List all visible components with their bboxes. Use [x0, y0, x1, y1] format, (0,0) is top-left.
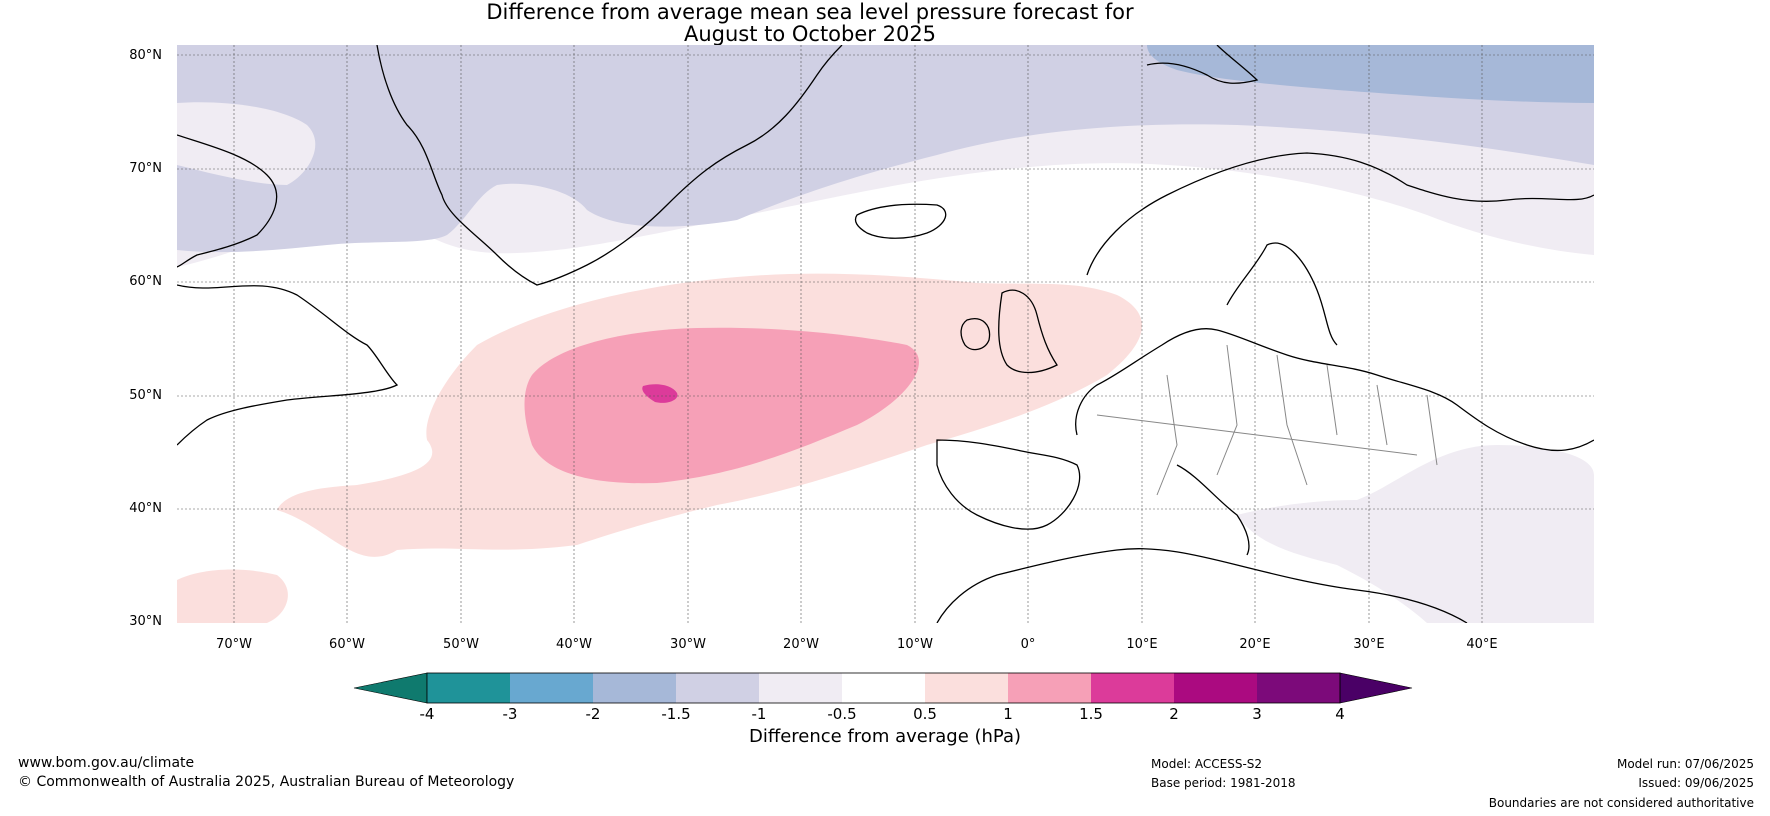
colorbar-tick-label: 1.5 — [1079, 705, 1103, 723]
colorbar-segment — [759, 673, 842, 703]
lon-label-50w: 50°W — [443, 637, 479, 652]
colorbar-tick-label: 4 — [1335, 705, 1345, 723]
colorbar-segment — [676, 673, 759, 703]
map-title-line-1: Difference from average mean sea level p… — [486, 0, 1134, 24]
colorbar-segment — [1257, 673, 1340, 703]
colorbar-arrow-low — [353, 672, 428, 704]
svalbard-negative-area — [1147, 45, 1594, 103]
lon-label-10e: 10°E — [1126, 637, 1158, 652]
east-med-negative-area — [1237, 445, 1594, 623]
colorbar-tick-label: 2 — [1169, 705, 1179, 723]
lon-label-10w: 10°W — [897, 637, 933, 652]
colorbar-segment — [1091, 673, 1174, 703]
lon-label-0: 0° — [1020, 637, 1036, 652]
north-africa-coast — [936, 548, 1468, 623]
north-america-coast — [177, 134, 399, 446]
map-title-line-2: August to October 2025 — [683, 22, 937, 46]
colorbar-tick-label: 1 — [1003, 705, 1013, 723]
colorbar-tick-label: -0.5 — [827, 705, 857, 723]
footer-disclaimer: Boundaries are not considered authoritat… — [1488, 796, 1754, 810]
graticule — [177, 45, 1594, 623]
colorbar-label: Difference from average (hPa) — [748, 726, 1022, 747]
colorbar — [353, 672, 1413, 704]
lat-label-80n: 80°N — [129, 48, 162, 63]
british-isles-coast — [960, 289, 1058, 374]
atlantic-positive-peak-area — [642, 384, 678, 403]
coastlines — [177, 45, 1594, 623]
footer-copyright: © Commonwealth of Australia 2025, Austra… — [18, 774, 515, 790]
colorbar-segment — [842, 673, 925, 703]
footer-website: www.bom.gov.au/climate — [18, 755, 195, 771]
colorbar-outline — [426, 672, 1341, 704]
lat-label-60n: 60°N — [129, 274, 162, 289]
colorbar-segment — [1174, 673, 1257, 703]
sw-positive-area — [177, 569, 288, 623]
colorbar-segment — [593, 673, 676, 703]
colorbar-tick-label: -1 — [751, 705, 767, 723]
lon-label-40e: 40°E — [1466, 637, 1498, 652]
colorbar-tick-label: -1.5 — [661, 705, 691, 723]
colorbar-arrow-high — [1339, 672, 1413, 704]
colorbar-segment — [427, 673, 510, 703]
footer-base-period: Base period: 1981-2018 — [1151, 776, 1296, 790]
lon-label-20w: 20°W — [783, 637, 819, 652]
atlantic-positive-core-area — [524, 327, 919, 484]
footer-model: Model: ACCESS-S2 — [1151, 757, 1263, 771]
country-borders — [1096, 344, 1438, 496]
lon-label-40w: 40°W — [556, 637, 592, 652]
colorbar-segment — [925, 673, 1008, 703]
colorbar-tick-label: -4 — [419, 705, 435, 723]
greenland-coast — [376, 45, 843, 286]
colorbar-segment — [1008, 673, 1091, 703]
colorbar-tick-label: -2 — [585, 705, 601, 723]
lon-label-20e: 20°E — [1239, 637, 1271, 652]
colorbar-segment — [510, 673, 593, 703]
lon-label-60w: 60°W — [329, 637, 365, 652]
lat-label-40n: 40°N — [129, 501, 162, 516]
svalbard-coast — [1146, 45, 1259, 84]
lat-label-70n: 70°N — [129, 161, 162, 176]
lon-label-70w: 70°W — [216, 637, 252, 652]
colorbar-tick-label: 0.5 — [913, 705, 937, 723]
footer-issued: Issued: 09/06/2025 — [1638, 776, 1754, 790]
europe-coast — [936, 328, 1594, 556]
map-panel — [177, 45, 1594, 623]
arctic-negative-area — [177, 45, 1594, 253]
footer-model-run: Model run: 07/06/2025 — [1616, 757, 1754, 771]
colorbar-tick-label: 3 — [1252, 705, 1262, 723]
lon-label-30w: 30°W — [670, 637, 706, 652]
arctic-light-patch — [177, 102, 316, 185]
lat-label-30n: 30°N — [129, 614, 162, 629]
lon-label-30e: 30°E — [1353, 637, 1385, 652]
iceland-coast — [854, 203, 947, 239]
colorbar-tick-label: -3 — [502, 705, 518, 723]
scandinavia-coast — [1086, 152, 1594, 346]
lat-label-50n: 50°N — [129, 388, 162, 403]
